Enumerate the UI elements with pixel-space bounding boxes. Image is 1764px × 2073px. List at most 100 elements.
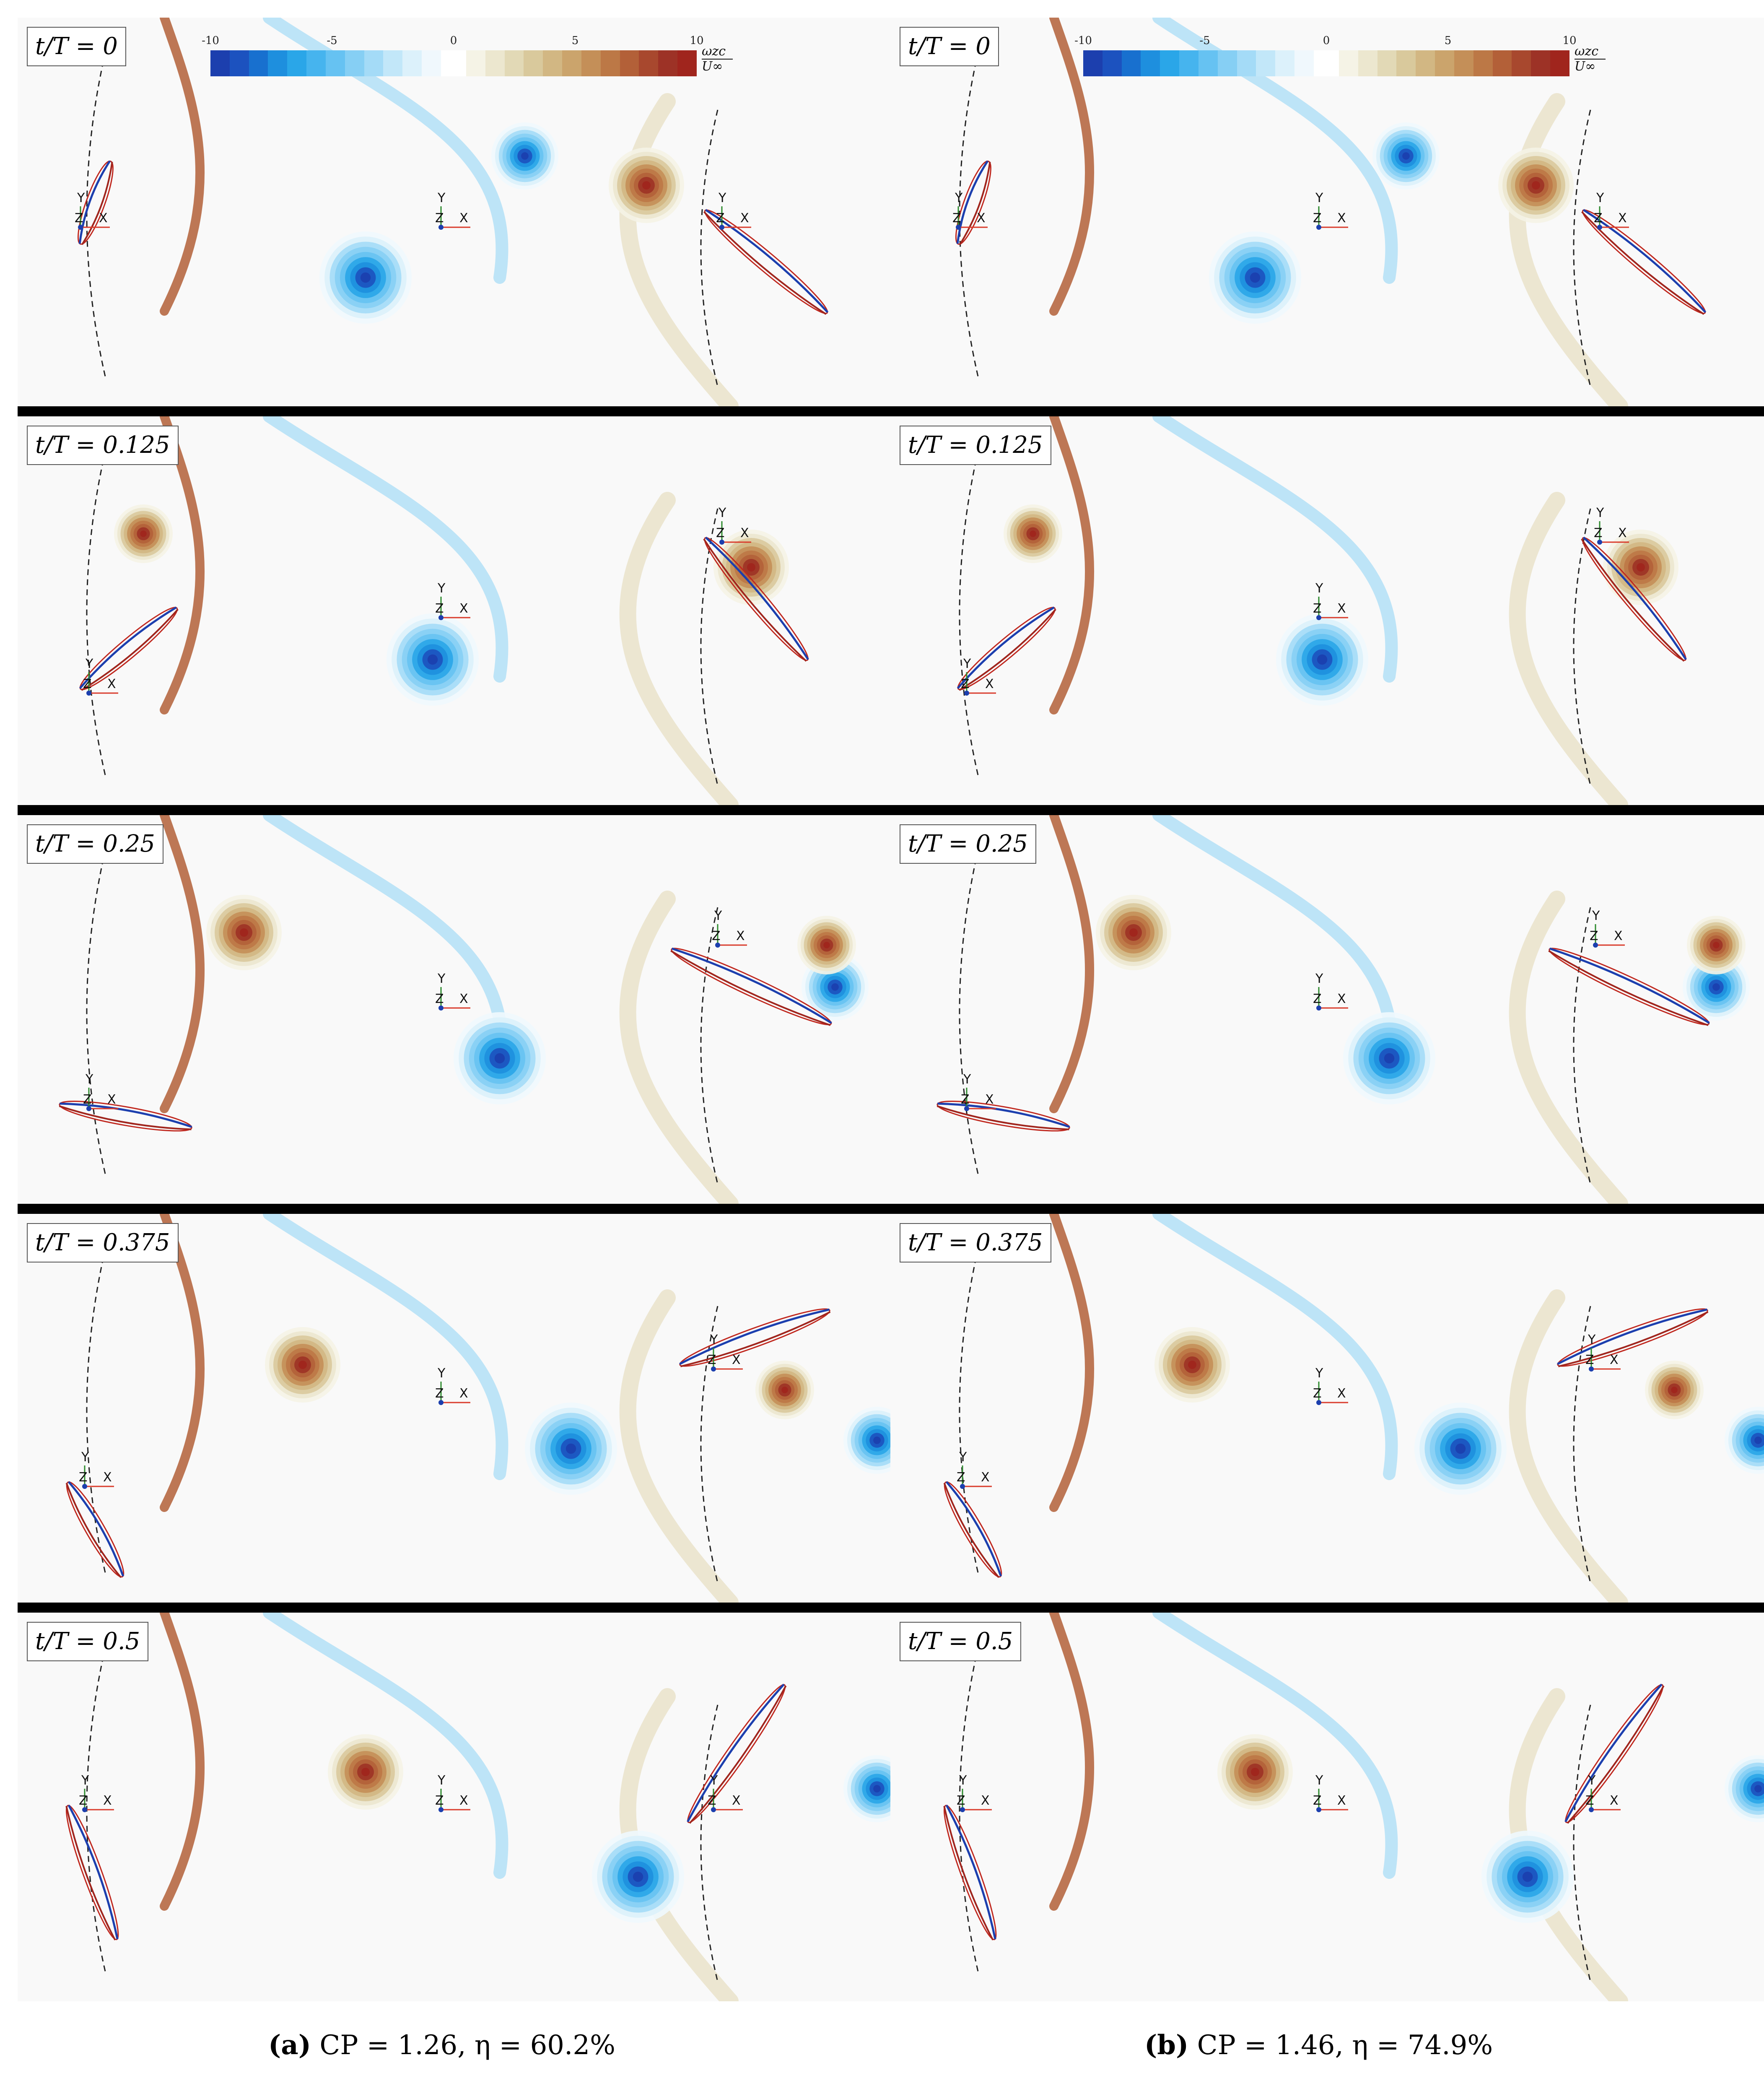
y-axis-label: Y [718, 506, 726, 520]
colorbar: -10 -5 0 5 10 ωzc U∞ [202, 34, 734, 85]
caption-b-text: CP = 1.46, η = 74.9% [1188, 2030, 1493, 2061]
z-axis-label: Z [1590, 929, 1598, 943]
axis-triad: YZ X [435, 1366, 470, 1405]
x-axis-label: X [1618, 211, 1627, 226]
swept-path-downstream [700, 1704, 719, 1982]
time-label: t/T = 0.375 [27, 1223, 179, 1263]
colorbar-tick-label: 10 [690, 34, 704, 47]
wake-arm-positive [619, 93, 739, 406]
axis-triad: YZ X [435, 581, 470, 620]
panel-divider [890, 805, 1764, 815]
x-axis-label: X [99, 211, 108, 226]
z-axis-label: Z [79, 1470, 88, 1485]
y-axis-label: Y [963, 1072, 971, 1087]
axis-triad: YZ X [79, 1450, 114, 1489]
shed-shear-layer-positive [1049, 416, 1095, 714]
y-axis-label: Y [1596, 506, 1604, 520]
vortex-negative [1372, 122, 1440, 190]
x-axis-label: X [459, 1793, 468, 1808]
time-label: t/T = 0 [900, 27, 999, 66]
colorbar-tick-label: -5 [327, 34, 337, 47]
colorbar-tick-label: 10 [1562, 34, 1577, 47]
airfoil [943, 1481, 1002, 1578]
panel-divider [18, 1204, 892, 1214]
y-axis-label: Y [81, 1450, 89, 1465]
caption-b-tag: (b) [1144, 2029, 1189, 2061]
axis-triad: YZ X [961, 657, 996, 696]
z-axis-label: Z [435, 1386, 444, 1401]
x-axis-label: X [459, 1386, 468, 1401]
y-axis-label: Y [1592, 909, 1600, 923]
colorbar: -10 -5 0 5 10 ωzc U∞ [1074, 34, 1607, 85]
y-axis-label: Y [955, 191, 963, 205]
wake-arm-negative [1152, 416, 1398, 683]
vorticity-field: YZ XYZ XYZ X [65, 1613, 892, 2001]
axis-triad: YZ X [716, 506, 751, 545]
y-axis-label: Y [1315, 191, 1323, 205]
vortex-positive [206, 895, 282, 970]
x-axis-label: X [107, 1092, 116, 1107]
vorticity-field: YZ XYZ XYZ X [59, 815, 869, 1204]
y-axis-label: Y [437, 581, 446, 596]
y-axis-label: Y [1588, 1773, 1596, 1788]
x-axis-label: X [459, 601, 468, 616]
axis-triad: YZ X [1313, 1773, 1348, 1812]
colorbar-tick-label: 5 [571, 34, 579, 47]
z-axis-label: Z [1313, 1386, 1322, 1401]
colorbar-variable-numerator: ωzc [702, 44, 726, 59]
z-axis-label: Z [716, 526, 725, 540]
x-axis-label: X [732, 1793, 741, 1808]
vortex-negative [1725, 1755, 1764, 1822]
vortex-positive [713, 530, 789, 605]
airfoil [1581, 536, 1687, 662]
axis-triad: YZ X [957, 1450, 992, 1489]
axis-triad: YZ X [435, 191, 470, 230]
z-axis-label: Z [952, 211, 961, 226]
colorbar-variable-denominator: U∞ [702, 59, 723, 74]
z-axis-label: Z [1594, 211, 1603, 226]
axis-triad: YZ X [1313, 191, 1348, 230]
vorticity-field: YZ XYZ XYZ X [943, 1613, 1764, 2001]
x-axis-label: X [1610, 1353, 1619, 1367]
x-axis-label: X [1618, 526, 1627, 540]
z-axis-label: Z [708, 1793, 716, 1808]
z-axis-label: Z [435, 1793, 444, 1808]
axis-triad: YZ X [716, 191, 751, 230]
colorbar-gradient [210, 50, 697, 76]
swept-path-upstream [86, 848, 106, 1176]
airfoil [1581, 209, 1707, 315]
airfoil [955, 160, 991, 245]
wake-arm-negative [263, 1613, 508, 1879]
colorbar-variable-label: ωzc U∞ [1575, 44, 1606, 74]
y-axis-label: Y [77, 191, 85, 205]
z-axis-label: Z [1585, 1353, 1594, 1367]
y-axis-label: Y [963, 657, 971, 671]
axis-triad: YZ X [83, 1072, 118, 1111]
airfoil [1548, 947, 1710, 1026]
airfoil [703, 209, 829, 315]
z-axis-label: Z [435, 992, 444, 1006]
vortex-positive [797, 916, 856, 974]
z-axis-label: Z [1585, 1793, 1594, 1808]
z-axis-label: Z [1313, 211, 1322, 226]
swept-path-upstream [959, 848, 979, 1176]
colorbar-tick-label: 0 [450, 34, 457, 47]
y-axis-label: Y [959, 1773, 967, 1788]
x-axis-label: X [1337, 1793, 1346, 1808]
vortex-positive [1645, 1361, 1704, 1419]
wake-arm-positive [1509, 93, 1628, 406]
vorticity-field: YZ XYZ XYZ X [936, 815, 1750, 1204]
airfoil [703, 536, 809, 662]
shed-shear-layer-positive [160, 815, 205, 1113]
x-axis-label: X [981, 1793, 990, 1808]
vortex-negative [843, 1407, 892, 1474]
axis-triad: YZ X [957, 1773, 992, 1812]
axis-triad: YZ X [708, 1773, 743, 1812]
x-axis-label: X [981, 1470, 990, 1485]
vortex-negative [491, 122, 558, 190]
axis-triad: YZ X [79, 1773, 114, 1812]
